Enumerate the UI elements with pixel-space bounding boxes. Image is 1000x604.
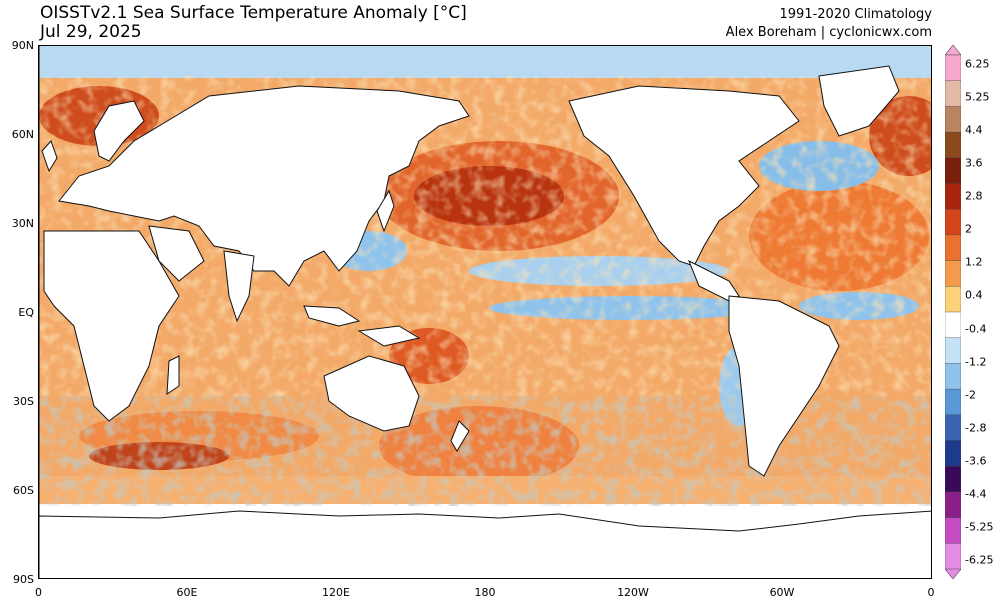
colorbar-tick-label: -4.4: [965, 487, 987, 501]
colorbar-swatch: [945, 208, 961, 236]
colorbar-min-arrow: [945, 568, 961, 579]
colorbar-swatch: [945, 466, 961, 493]
map-date: Jul 29, 2025: [40, 22, 142, 42]
sst-anomaly-map: [38, 45, 932, 579]
lat-label-90s: 90S: [13, 573, 34, 586]
south-america: [728, 295, 840, 477]
colorbar-labels: 6.25 5.25 4.4 3.6 2.8 2 1.2 0.4 -0.4 -1.2 -2 -2.8 -3…: [965, 45, 999, 579]
colorbar-tick-label: 1.2: [965, 255, 983, 269]
colorbar-swatch: [945, 183, 961, 210]
map-title-block: OISSTv2.1 Sea Surface Temperature Anomal…: [40, 4, 467, 42]
colorbar-swatch: [945, 491, 961, 519]
colorbar-swatch: [945, 157, 961, 185]
colorbar-tick-label: -6.25: [965, 553, 994, 567]
india: [223, 250, 255, 323]
lon-label-0-right: 0: [927, 586, 935, 599]
lon-label-180: 180: [474, 586, 496, 599]
lon-label-120e: 120E: [322, 586, 350, 599]
colorbar-tick-label: 0.4: [965, 288, 983, 302]
climatology-label: 1991-2020 Climatology: [779, 7, 932, 22]
lat-label-30n: 30N: [11, 217, 34, 230]
scandinavia: [93, 100, 145, 162]
colorbar-tick-label: 4.4: [965, 123, 983, 137]
author-credit: Alex Boreham | cyclonicwx.com: [725, 25, 932, 40]
colorbar-tick-label: 2: [965, 222, 972, 236]
colorbar-swatch: [945, 311, 961, 339]
colorbar-swatch: [945, 234, 961, 262]
colorbar-swatch: [945, 106, 961, 133]
colorbar: [945, 45, 961, 579]
indonesia: [303, 305, 421, 347]
colorbar-tick-label: -3.6: [965, 454, 987, 468]
britain: [41, 140, 58, 173]
colorbar-tick-label: -0.4: [965, 322, 987, 336]
colorbar-tick-label: -5.25: [965, 520, 994, 534]
colorbar-swatch: [945, 337, 961, 365]
colorbar-swatch: [945, 363, 961, 390]
colorbar-tick-label: 6.25: [965, 57, 990, 71]
colorbar-swatch: [945, 80, 961, 108]
map-svg: [39, 46, 931, 578]
colorbar-swatch: [945, 54, 961, 82]
greenland: [818, 65, 900, 137]
lat-label-60s: 60S: [13, 484, 34, 497]
credit-block: 1991-2020 Climatology Alex Boreham | cyc…: [726, 6, 932, 42]
lon-label-0-left: 0: [35, 586, 42, 599]
lat-label-30s: 30S: [13, 395, 34, 408]
colorbar-swatch: [945, 440, 961, 467]
new-zealand: [450, 420, 470, 452]
colorbar-swatch: [945, 131, 961, 159]
map-title: OISSTv2.1 Sea Surface Temperature Anomal…: [40, 3, 467, 23]
colorbar-swatch: [945, 286, 961, 313]
lon-label-60w: 60W: [769, 586, 795, 599]
lon-label-60e: 60E: [176, 586, 198, 599]
colorbar-tick-label: 5.25: [965, 90, 990, 104]
colorbar-swatch: [945, 543, 961, 570]
colorbar-tick-label: 3.6: [965, 156, 983, 170]
lat-label-eq: EQ: [18, 306, 34, 319]
colorbar-tick-label: -2: [965, 388, 976, 402]
africa: [43, 230, 180, 422]
colorbar-swatch: [945, 414, 961, 442]
antarctica: [39, 510, 931, 578]
colorbar-tick-label: -2.8: [965, 421, 987, 435]
land-layer: [39, 65, 931, 578]
colorbar-swatch: [945, 260, 961, 288]
japan: [376, 189, 395, 233]
arabia: [148, 225, 205, 282]
colorbar-max-arrow: [945, 45, 961, 56]
madagascar: [166, 355, 180, 395]
arctic-cool-band: [39, 46, 931, 78]
lat-label-60n: 60N: [11, 128, 34, 141]
eurasia: [58, 85, 470, 287]
colorbar-swatch: [945, 517, 961, 545]
lon-label-120w: 120W: [617, 586, 649, 599]
north-america: [568, 85, 800, 267]
lat-label-90n: 90N: [11, 39, 34, 52]
colorbar-swatch: [945, 388, 961, 416]
colorbar-tick-label: 2.8: [965, 189, 983, 203]
colorbar-tick-label: -1.2: [965, 355, 987, 369]
australia: [323, 355, 420, 432]
